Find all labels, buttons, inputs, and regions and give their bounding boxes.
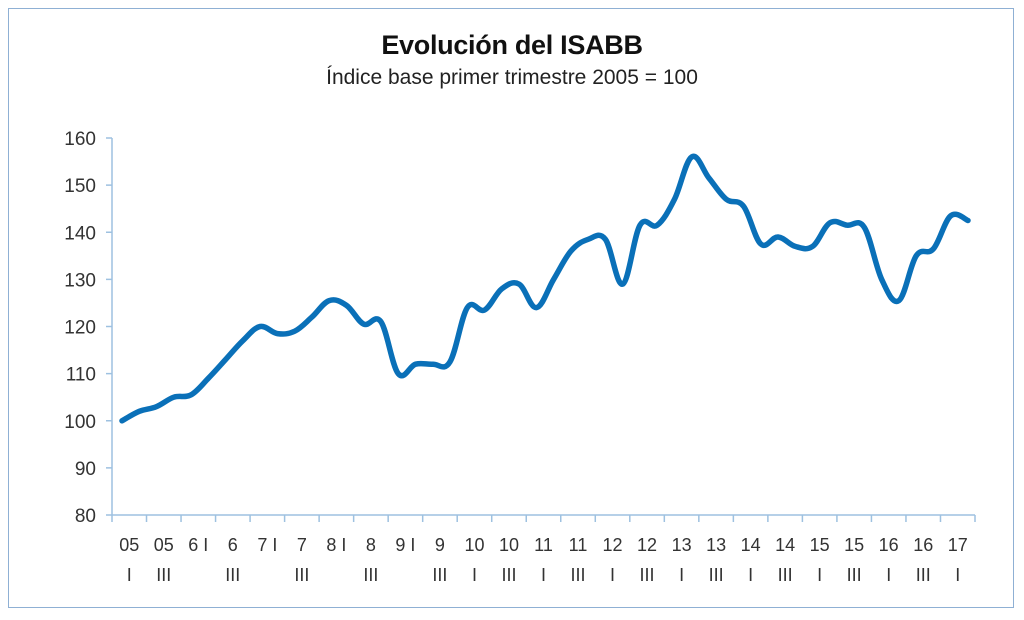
y-tick-label: 120 (64, 318, 96, 339)
x-tick-label-sub: I (610, 565, 615, 585)
x-tick-label: 13 (672, 535, 692, 555)
x-tick-label: 05 (154, 535, 174, 555)
x-tick-label-sub: III (225, 565, 240, 585)
x-tick-label: 12 (637, 535, 657, 555)
x-tick-label: 16 (913, 535, 933, 555)
x-tick-label: 11 (534, 535, 553, 555)
series-group (119, 153, 971, 424)
x-tick-label: 11 (569, 535, 588, 555)
x-tick-label: 6 I (188, 535, 208, 555)
x-tick-label-sub: I (127, 565, 132, 585)
x-tick-label: 15 (844, 535, 864, 555)
y-axis: 80 90 100 110 120 130 140 150 160 (64, 129, 113, 527)
x-tick-label-sub: III (640, 565, 655, 585)
x-tick-label-sub: I (886, 565, 891, 585)
x-tick-label-sub: III (709, 565, 724, 585)
x-tick-label: 12 (603, 535, 623, 555)
x-tick-label: 8 (366, 535, 376, 555)
chart-subtitle: Índice base primer trimestre 2005 = 100 (326, 66, 698, 89)
x-tick-label-sub: I (679, 565, 684, 585)
y-tick-label: 80 (75, 506, 96, 527)
x-tick-label-sub: III (847, 565, 862, 585)
y-tick-label: 160 (64, 129, 96, 150)
x-tick-label: 8 I (326, 535, 346, 555)
x-tick-label: 10 (464, 535, 484, 555)
x-tick-label: 13 (706, 535, 726, 555)
x-tick-label-sub: I (955, 565, 960, 585)
x-tick-label: 17 (948, 535, 968, 555)
x-tick-label: 7 I (257, 535, 277, 555)
x-tick-label-sub: III (294, 565, 309, 585)
x-tick-label: 6 (228, 535, 238, 555)
x-tick-label-sub: I (541, 565, 546, 585)
x-tick-label: 16 (879, 535, 899, 555)
x-tick-label: 05 (119, 535, 139, 555)
chart-frame (8, 8, 1014, 608)
x-tick-label-sub: I (472, 565, 477, 585)
x-tick-label-sub: III (432, 565, 447, 585)
x-tick-label: 9 I (395, 535, 415, 555)
y-tick-label: 100 (64, 412, 96, 433)
x-tick-label-sub: III (778, 565, 793, 585)
x-tick-label: 9 (435, 535, 445, 555)
x-tick-label: 14 (775, 535, 795, 555)
x-tick-label-sub: III (363, 565, 378, 585)
x-tick-label-sub: III (916, 565, 931, 585)
y-tick-label: 110 (66, 365, 96, 386)
x-tick-label-sub: I (817, 565, 822, 585)
y-tick-label: 90 (75, 459, 96, 480)
x-tick-label: 15 (810, 535, 830, 555)
x-tick-label: 7 (297, 535, 307, 555)
series-line (119, 153, 971, 424)
x-tick-label-sub: III (156, 565, 171, 585)
chart-title: Evolución del ISABB (381, 30, 643, 60)
y-tick-label: 130 (64, 270, 96, 291)
y-tick-label: 150 (64, 176, 96, 197)
x-tick-label-sub: III (571, 565, 586, 585)
x-tick-label: 14 (741, 535, 761, 555)
y-tick-label: 140 (64, 223, 96, 244)
x-tick-label: 10 (499, 535, 519, 555)
x-tick-label-sub: III (501, 565, 516, 585)
x-tick-label-sub: I (748, 565, 753, 585)
